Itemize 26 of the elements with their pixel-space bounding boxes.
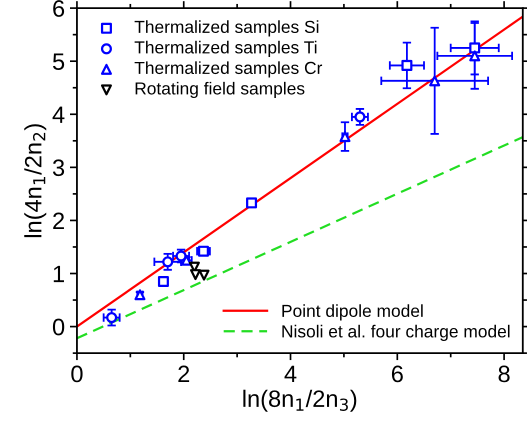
point — [190, 269, 201, 280]
legend-label: Thermalized samples Si — [134, 20, 318, 36]
y-tick-label: 5 — [52, 54, 64, 70]
point — [401, 60, 412, 71]
x-tick-label: 4 — [284, 366, 296, 382]
y-tick-label: 6 — [53, 0, 64, 17]
x-axis-title: ln(8n$_{1}$/2n$_{3}$) — [243, 390, 356, 412]
legend-label: Nisoli et al. four charge model — [282, 324, 510, 341]
point — [198, 270, 210, 281]
legend-label: Thermalized samples Ti — [134, 40, 316, 57]
legend-label: Thermalized samples Cr — [134, 61, 322, 78]
x-tick-label: 8 — [498, 366, 510, 382]
x-tick-label: 6 — [392, 366, 403, 382]
point — [469, 42, 480, 54]
point — [246, 197, 258, 208]
y-axis-title: ln(4n$_{1}$/2n$_{2}$) — [24, 124, 46, 238]
y-tick-label: 2 — [53, 212, 64, 229]
point — [158, 276, 169, 287]
x-tick-label: 2 — [178, 366, 190, 382]
x-tick-label: 0 — [71, 366, 83, 382]
legend-label: Point dipole model — [282, 304, 423, 320]
legend-label: Rotating field samples — [136, 82, 304, 98]
y-tick-label: 1 — [54, 266, 64, 282]
y-tick-label: 4 — [52, 106, 64, 123]
y-tick-label: 3 — [52, 159, 64, 176]
y-tick-label: 0 — [52, 318, 64, 336]
